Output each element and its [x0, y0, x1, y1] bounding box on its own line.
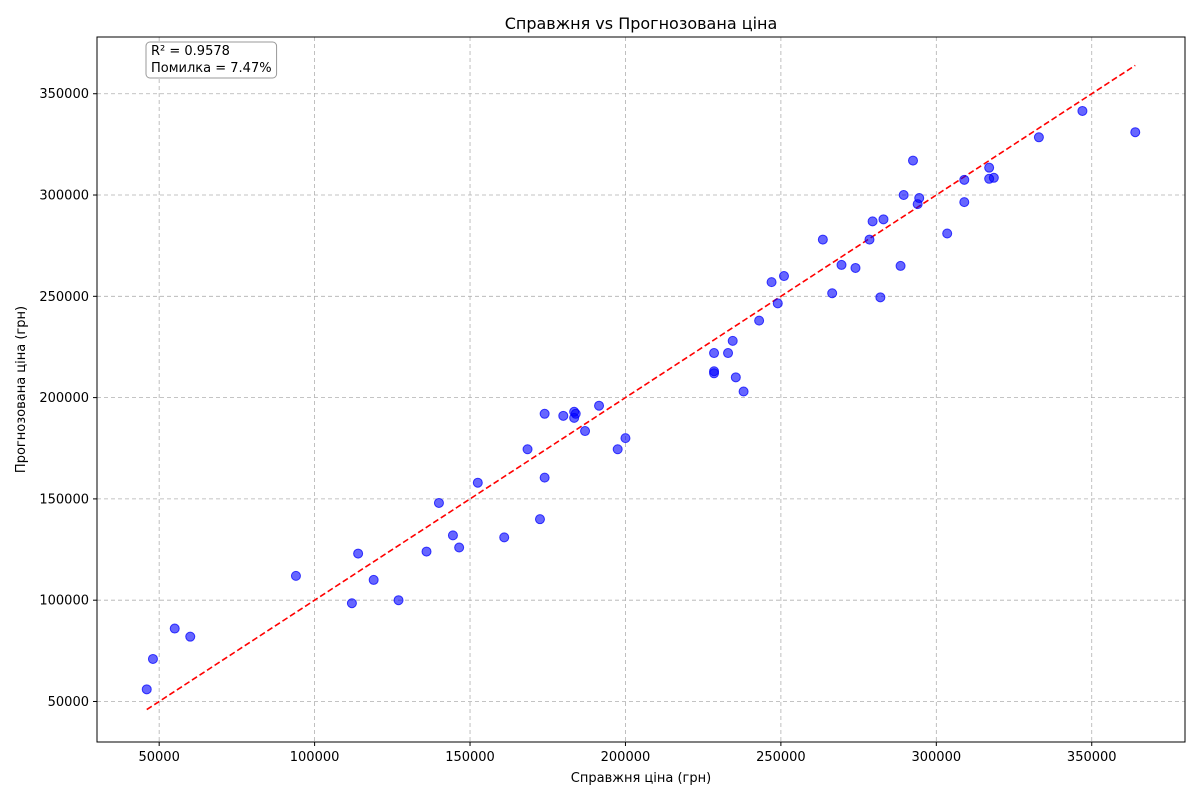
- data-point: [727, 335, 738, 346]
- data-point: [169, 623, 180, 634]
- annotation-error: Помилка = 7.47%: [151, 61, 272, 76]
- annotation-r2: R² = 0.9578: [151, 44, 230, 59]
- y-tick-label: 50000: [48, 695, 89, 710]
- data-point: [534, 514, 545, 525]
- data-point: [447, 530, 458, 541]
- x-tick-label: 300000: [911, 750, 961, 765]
- y-axis-ticks: 50000 100000 150000 200000 250000 300000 35000…: [39, 87, 97, 710]
- data-point: [766, 277, 777, 288]
- data-point: [959, 197, 970, 208]
- data-point: [864, 234, 875, 245]
- data-point: [570, 408, 581, 419]
- data-point: [914, 193, 925, 204]
- points-group: [141, 105, 1141, 695]
- data-point: [738, 386, 749, 397]
- data-point: [709, 368, 720, 379]
- data-point: [539, 408, 550, 419]
- data-point: [421, 546, 432, 557]
- y-axis-label: Прогнозована ціна (грн): [14, 306, 29, 473]
- data-point: [522, 444, 533, 455]
- data-point: [558, 410, 569, 421]
- data-point: [754, 315, 765, 326]
- data-point: [472, 477, 483, 488]
- data-point: [908, 155, 918, 166]
- data-point: [620, 433, 631, 444]
- stats-annotation: R² = 0.9578 Помилка = 7.47%: [145, 41, 278, 79]
- data-point: [875, 292, 886, 303]
- data-point: [290, 570, 301, 581]
- data-point: [1077, 105, 1088, 116]
- data-point: [539, 472, 550, 483]
- data-point: [580, 426, 591, 437]
- data-point: [594, 400, 605, 411]
- data-point: [723, 348, 734, 359]
- y-tick-label: 200000: [39, 391, 89, 406]
- data-point: [433, 497, 444, 508]
- x-tick-label: 200000: [601, 750, 651, 765]
- data-point: [353, 548, 364, 559]
- x-tick-label: 100000: [290, 750, 340, 765]
- y-tick-label: 100000: [39, 594, 89, 609]
- x-axis-ticks: 50000 100000 150000 200000 250000 300000 35000…: [138, 742, 1117, 765]
- data-point: [878, 214, 889, 225]
- data-point: [988, 172, 999, 183]
- data-point: [709, 348, 720, 359]
- data-point: [772, 298, 783, 309]
- data-point: [185, 631, 196, 642]
- data-point: [942, 228, 953, 239]
- data-point: [1130, 127, 1141, 138]
- annotation-box: [145, 41, 278, 79]
- x-tick-label: 150000: [445, 750, 495, 765]
- data-point: [984, 162, 995, 173]
- data-point: [147, 653, 158, 664]
- x-tick-label: 50000: [138, 750, 179, 765]
- reference-line: [146, 64, 1136, 711]
- data-point: [959, 174, 970, 185]
- data-point: [850, 262, 861, 273]
- data-point: [730, 372, 741, 383]
- x-tick-label: 350000: [1067, 750, 1117, 765]
- data-point: [778, 271, 789, 282]
- data-point: [895, 260, 906, 271]
- data-point: [1033, 132, 1044, 143]
- reference-line-group: [146, 64, 1136, 711]
- y-tick-label: 300000: [39, 189, 89, 204]
- data-point: [368, 574, 379, 585]
- data-point: [346, 598, 357, 609]
- data-point: [836, 259, 847, 270]
- plot-frame: [96, 36, 1186, 743]
- chart-title: Справжня vs Прогнозована ціна: [505, 14, 778, 33]
- data-point: [867, 216, 878, 227]
- data-point: [393, 595, 404, 606]
- data-point: [454, 542, 465, 553]
- data-point: [817, 234, 828, 245]
- data-point: [898, 190, 909, 201]
- x-axis-label: Справжня ціна (грн): [571, 771, 711, 786]
- y-tick-label: 350000: [39, 87, 89, 102]
- x-tick-label: 250000: [756, 750, 806, 765]
- data-point: [499, 532, 510, 543]
- grid: [97, 37, 1185, 742]
- y-tick-label: 150000: [39, 492, 89, 507]
- data-point: [612, 444, 623, 455]
- data-point: [827, 288, 838, 299]
- data-point: [141, 684, 152, 695]
- y-tick-label: 250000: [39, 290, 89, 305]
